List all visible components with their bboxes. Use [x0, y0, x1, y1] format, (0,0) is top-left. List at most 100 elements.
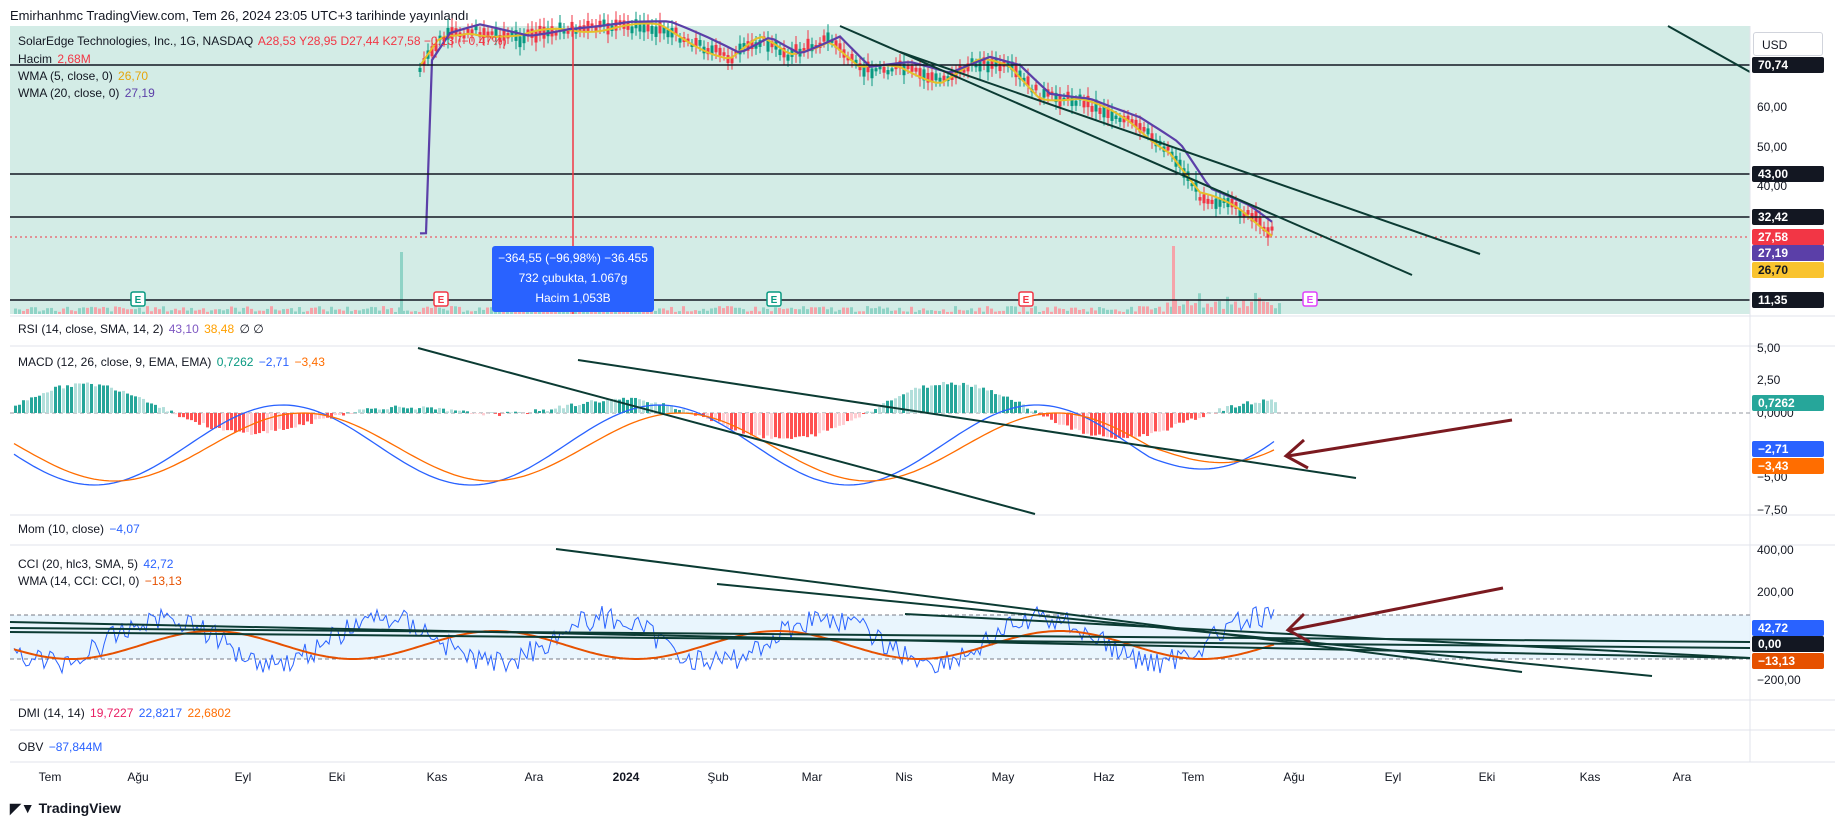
x-tick-label: Tem — [39, 770, 62, 784]
macd-hist-bar — [970, 386, 973, 413]
macd-hist-bar — [290, 413, 293, 428]
macd-hist-bar — [506, 411, 509, 413]
tradingview-logo[interactable]: ◤▼ TradingView — [10, 800, 121, 816]
macd-hist-bar — [898, 396, 901, 413]
macd-hist-bar — [414, 409, 417, 413]
candle-body — [966, 63, 970, 72]
macd-hist-bar — [1258, 403, 1261, 413]
volume-bar — [966, 310, 969, 314]
macd-hist-bar — [286, 413, 289, 429]
volume-bar — [974, 311, 977, 314]
macd-hist-bar — [1026, 408, 1029, 413]
macd-hist-bar — [638, 399, 641, 413]
obv-legend: OBV −87,844M — [18, 740, 103, 754]
macd-hist-bar — [1090, 413, 1093, 436]
volume-bar — [890, 310, 893, 314]
candle-body — [982, 57, 986, 64]
x-tick-label: Ara — [1673, 770, 1692, 784]
macd-hist-bar — [1042, 413, 1045, 417]
candle-body — [886, 70, 890, 75]
macd-hist-bar — [406, 408, 409, 413]
volume-bar — [942, 309, 945, 314]
volume-bar — [250, 308, 253, 314]
macd-hist-bar — [962, 382, 965, 413]
candle-body — [854, 59, 858, 64]
macd-hist-bar — [670, 405, 673, 413]
macd-hist-bar — [226, 413, 229, 431]
candle-body — [1022, 77, 1026, 82]
volume-bar — [902, 311, 905, 314]
macd-hist-bar — [1062, 413, 1065, 425]
volume-bar — [218, 309, 221, 314]
volume-bar — [1014, 306, 1017, 314]
volume-bar — [1138, 306, 1141, 314]
volume-bar — [278, 310, 281, 314]
candle-body — [658, 21, 662, 34]
macd-hist-bar — [302, 413, 305, 426]
x-tick-label: Eyl — [1385, 770, 1402, 784]
macd-hist-bar — [394, 405, 397, 413]
volume-bar — [590, 311, 593, 314]
macd-hist-bar — [526, 413, 529, 415]
currency-button[interactable]: USD — [1753, 32, 1823, 56]
macd-hist-bar — [70, 386, 73, 413]
macd-hist-bar — [1050, 413, 1053, 420]
volume-bar — [400, 252, 403, 314]
macd-hist-bar — [1154, 413, 1157, 432]
volume-bar — [710, 308, 713, 314]
candle-body — [1014, 65, 1018, 78]
macd-hist-bar — [474, 413, 477, 414]
volume-bar — [86, 307, 89, 314]
main-legend-symbol: SolarEdge Technologies, Inc., 1G, NASDAQ… — [18, 34, 507, 48]
volume-bar — [482, 309, 485, 314]
volume-bar — [706, 310, 709, 314]
level-tag: 11,35 — [1758, 293, 1788, 307]
trendline — [1667, 25, 1751, 73]
volume-bar — [262, 310, 265, 314]
volume-bar — [182, 307, 185, 314]
macd-hist-bar — [558, 405, 561, 413]
cci-tick-label: −200,00 — [1757, 673, 1801, 687]
macd-hist-bar — [238, 413, 241, 432]
candle-body — [862, 65, 866, 77]
volume-bar — [198, 309, 201, 314]
signal-line-tag-bg — [1752, 458, 1824, 474]
candle-body — [910, 65, 914, 72]
volume-bar — [994, 311, 997, 314]
volume-bar — [1130, 306, 1133, 314]
volume-bar — [954, 306, 957, 314]
volume-bar — [290, 308, 293, 314]
candle-body — [1214, 198, 1218, 209]
cci-zero-tag: 0,00 — [1758, 637, 1782, 651]
last-price-tag-bg — [1752, 229, 1824, 245]
y-tick-label: 40,00 — [1757, 179, 1787, 193]
candle-body — [726, 55, 730, 64]
signal-line-tag: −3,43 — [1758, 459, 1789, 473]
macd-hist-bar — [918, 388, 921, 413]
volume-bar — [1262, 301, 1265, 314]
macd-hist-bar — [1186, 413, 1189, 421]
volume-bar — [486, 307, 489, 314]
candle-body — [622, 20, 626, 29]
macd-hist-bar — [342, 413, 345, 416]
macd-hist-bar — [1254, 402, 1257, 413]
macd-hist-bar — [666, 406, 669, 413]
volume-bar — [38, 311, 41, 314]
volume-bar — [506, 311, 509, 314]
volume-bar — [718, 306, 721, 314]
volume-bar — [762, 307, 765, 314]
macd-hist-bar — [366, 408, 369, 413]
candle-body — [998, 62, 1002, 72]
volume-bar — [1254, 292, 1257, 314]
macd-hist-bar — [1178, 413, 1181, 423]
macd-hist-bar — [318, 413, 321, 419]
macd-hist-bar — [1002, 396, 1005, 413]
candle-body — [494, 29, 498, 38]
candle-body — [674, 27, 678, 35]
macd-hist-bar — [298, 413, 301, 425]
x-tick-label: Ara — [525, 770, 544, 784]
volume-bar — [166, 311, 169, 314]
candle-body — [586, 20, 590, 32]
macd-hist-bar — [798, 413, 801, 437]
macd-hist-bar — [58, 385, 61, 413]
